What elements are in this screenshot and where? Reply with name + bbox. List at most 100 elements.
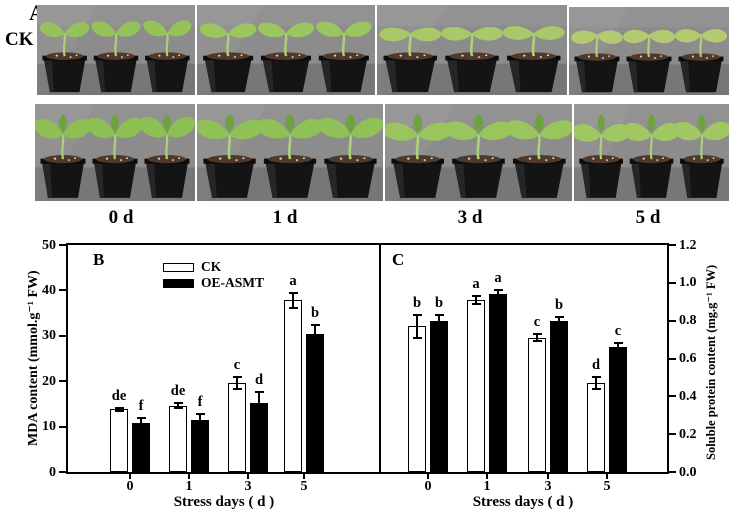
y-tick-mark [669,357,676,360]
error-bar [236,376,238,390]
y-tick-mark [59,244,66,246]
x-tick-label: 5 [603,479,611,494]
error-bar-cap [493,296,503,299]
sig-letter: de [111,387,127,404]
x-tick-mark [129,474,131,479]
error-bar [558,316,560,325]
y-tick-mark [669,319,676,322]
y-tick-mark [59,471,66,473]
legend-swatch-oe-asmt [163,278,194,288]
y-tick-label: 0.4 [679,388,697,404]
error-bar-cap [288,307,298,310]
y-tick-mark [669,395,676,398]
y-tick-label: 40 [42,282,56,298]
x-tick-mark [606,474,608,479]
y-tick-label: 10 [42,419,56,435]
error-bar-cap [554,323,564,326]
x-tick-mark [247,474,249,479]
y-tick-label: 0 [49,464,56,480]
row-ck-label: CK [5,29,34,50]
error-bar [258,392,260,415]
panel-divider [379,245,381,472]
error-bar [595,377,597,389]
sig-letter: a [289,272,297,289]
error-bar [438,314,440,327]
legend-label-ck: CK [201,259,222,274]
y-tick-label: 20 [42,373,56,389]
x-axis-title-c: Stress days ( d ) [472,494,574,510]
bar-B-CK-day0 [110,409,128,472]
photo-row2-day1 [195,104,384,201]
bar-C-CK-day3 [528,337,546,472]
sig-letter: de [170,383,186,400]
bar-B-OE-ASMT-day1 [191,419,209,472]
bar-C-OE-ASMT-day5 [609,347,627,472]
y-tick-mark [669,433,676,436]
x-tick-mark [188,474,190,479]
sig-letter: b [412,294,422,311]
bar-B-CK-day1 [169,405,187,472]
x-tick-mark [427,474,429,479]
y-tick-label: 0.2 [679,426,697,442]
x-tick-label: 0 [126,479,134,494]
bar-B-CK-day3 [228,383,246,472]
error-bar-cap [471,302,481,305]
error-bar-cap [195,424,205,427]
sig-letter: d [254,372,264,389]
bar-C-OE-ASMT-day1 [489,294,507,472]
sig-letter: f [197,393,203,410]
photo-row1-day1 [197,5,375,95]
y-axis-label-mda: MDA content (mmol.g⁻¹ FW) [26,270,41,447]
x-tick-label: 0 [424,479,432,494]
error-bar-cap [310,324,320,327]
photo-row1-day3 [377,5,567,95]
error-bar-cap [114,406,124,409]
legend-label-oe-asmt: OE-ASMT [201,275,265,290]
y-tick-mark [669,244,676,246]
panel-b-label: B [93,250,105,269]
error-bar [177,403,179,408]
day-label-1d: 1 d [272,207,298,228]
sig-letter: b [310,305,320,322]
error-bar-cap [136,416,146,419]
error-bar-cap [554,315,564,318]
y-tick-label: 1.2 [679,237,697,253]
x-tick-mark [486,474,488,479]
photo-row2-day5 [571,104,729,201]
error-bar-cap [136,427,146,430]
photo-row1-day0 [37,5,195,95]
bar-C-CK-day1 [467,299,485,472]
chart-legend: CK OE-ASMT [163,259,264,291]
error-bar-cap [232,388,242,391]
error-bar [118,407,120,412]
y-tick-label: 50 [42,237,56,253]
error-bar-cap [591,376,601,379]
y-tick-mark [59,380,66,383]
bar-B-OE-ASMT-day0 [132,423,150,472]
error-bar-cap [412,336,422,339]
x-tick-label: 1 [483,479,491,494]
x-tick-label: 3 [244,479,252,494]
y-tick-mark [59,334,66,337]
y-tick-label: 0.6 [679,351,697,366]
sig-letter: c [614,323,622,340]
error-bar-cap [591,387,601,390]
error-bar [199,413,201,426]
error-bar [617,343,619,351]
error-bar-cap [114,410,124,413]
y-tick-label: 0.0 [679,464,697,480]
error-bar-cap [412,313,422,316]
day-label-5d: 5 d [635,207,661,228]
x-tick-mark [303,474,305,479]
error-bar [140,417,142,429]
error-bar-cap [173,406,183,409]
y-tick-mark [59,289,66,292]
legend-swatch-ck [163,262,194,272]
sig-letter: a [494,270,502,287]
error-bar-cap [532,332,542,335]
x-tick-label: 5 [300,479,308,494]
x-tick-mark [547,474,549,479]
legend-row-ck: CK [163,259,264,275]
error-bar-cap [310,340,320,343]
panel-c-label: C [392,250,405,269]
